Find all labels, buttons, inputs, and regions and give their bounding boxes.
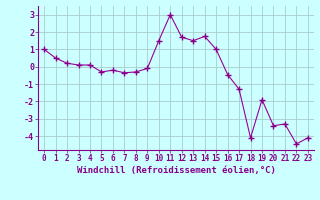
X-axis label: Windchill (Refroidissement éolien,°C): Windchill (Refroidissement éolien,°C) [76, 166, 276, 175]
